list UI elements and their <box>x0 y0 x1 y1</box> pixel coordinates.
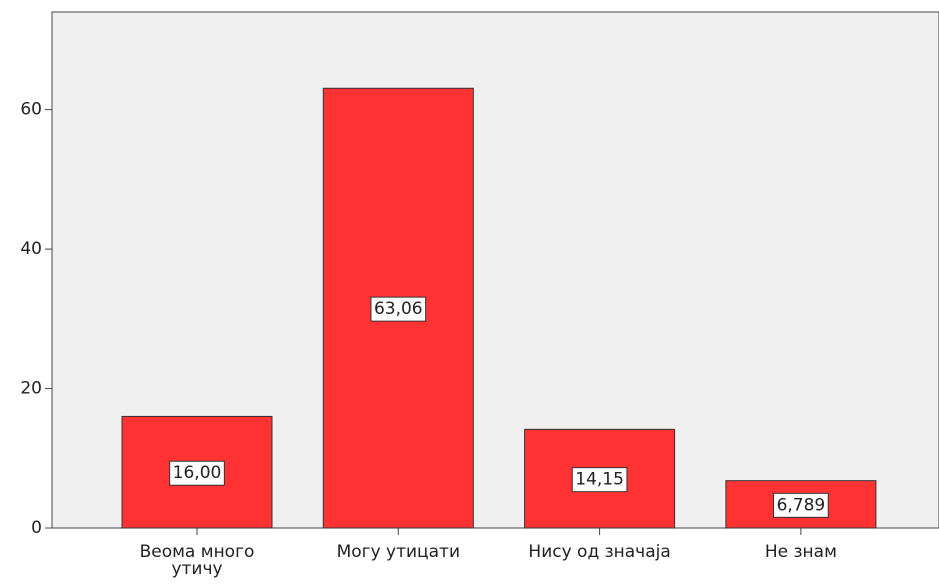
x-tick-label: Веома много утичу <box>139 542 255 579</box>
x-tick-label: Могу утицати <box>336 542 460 562</box>
y-tick-label: 0 <box>31 518 42 538</box>
value-label: 16,00 <box>173 463 222 483</box>
value-label: 6,789 <box>777 495 826 515</box>
value-label-box <box>773 492 829 518</box>
value-label-box <box>571 467 628 493</box>
y-tick-label: 20 <box>20 379 42 399</box>
value-label-box <box>169 460 225 486</box>
y-tick-label: 40 <box>20 239 42 259</box>
bar <box>121 415 273 529</box>
value-label: 63,06 <box>374 299 423 319</box>
value-label-box <box>370 296 427 322</box>
y-tick-label: 60 <box>20 100 42 120</box>
x-tick-label: Не знам <box>764 542 837 562</box>
value-label: 14,15 <box>575 470 624 490</box>
x-tick-label: Нису од значаја <box>528 542 671 562</box>
